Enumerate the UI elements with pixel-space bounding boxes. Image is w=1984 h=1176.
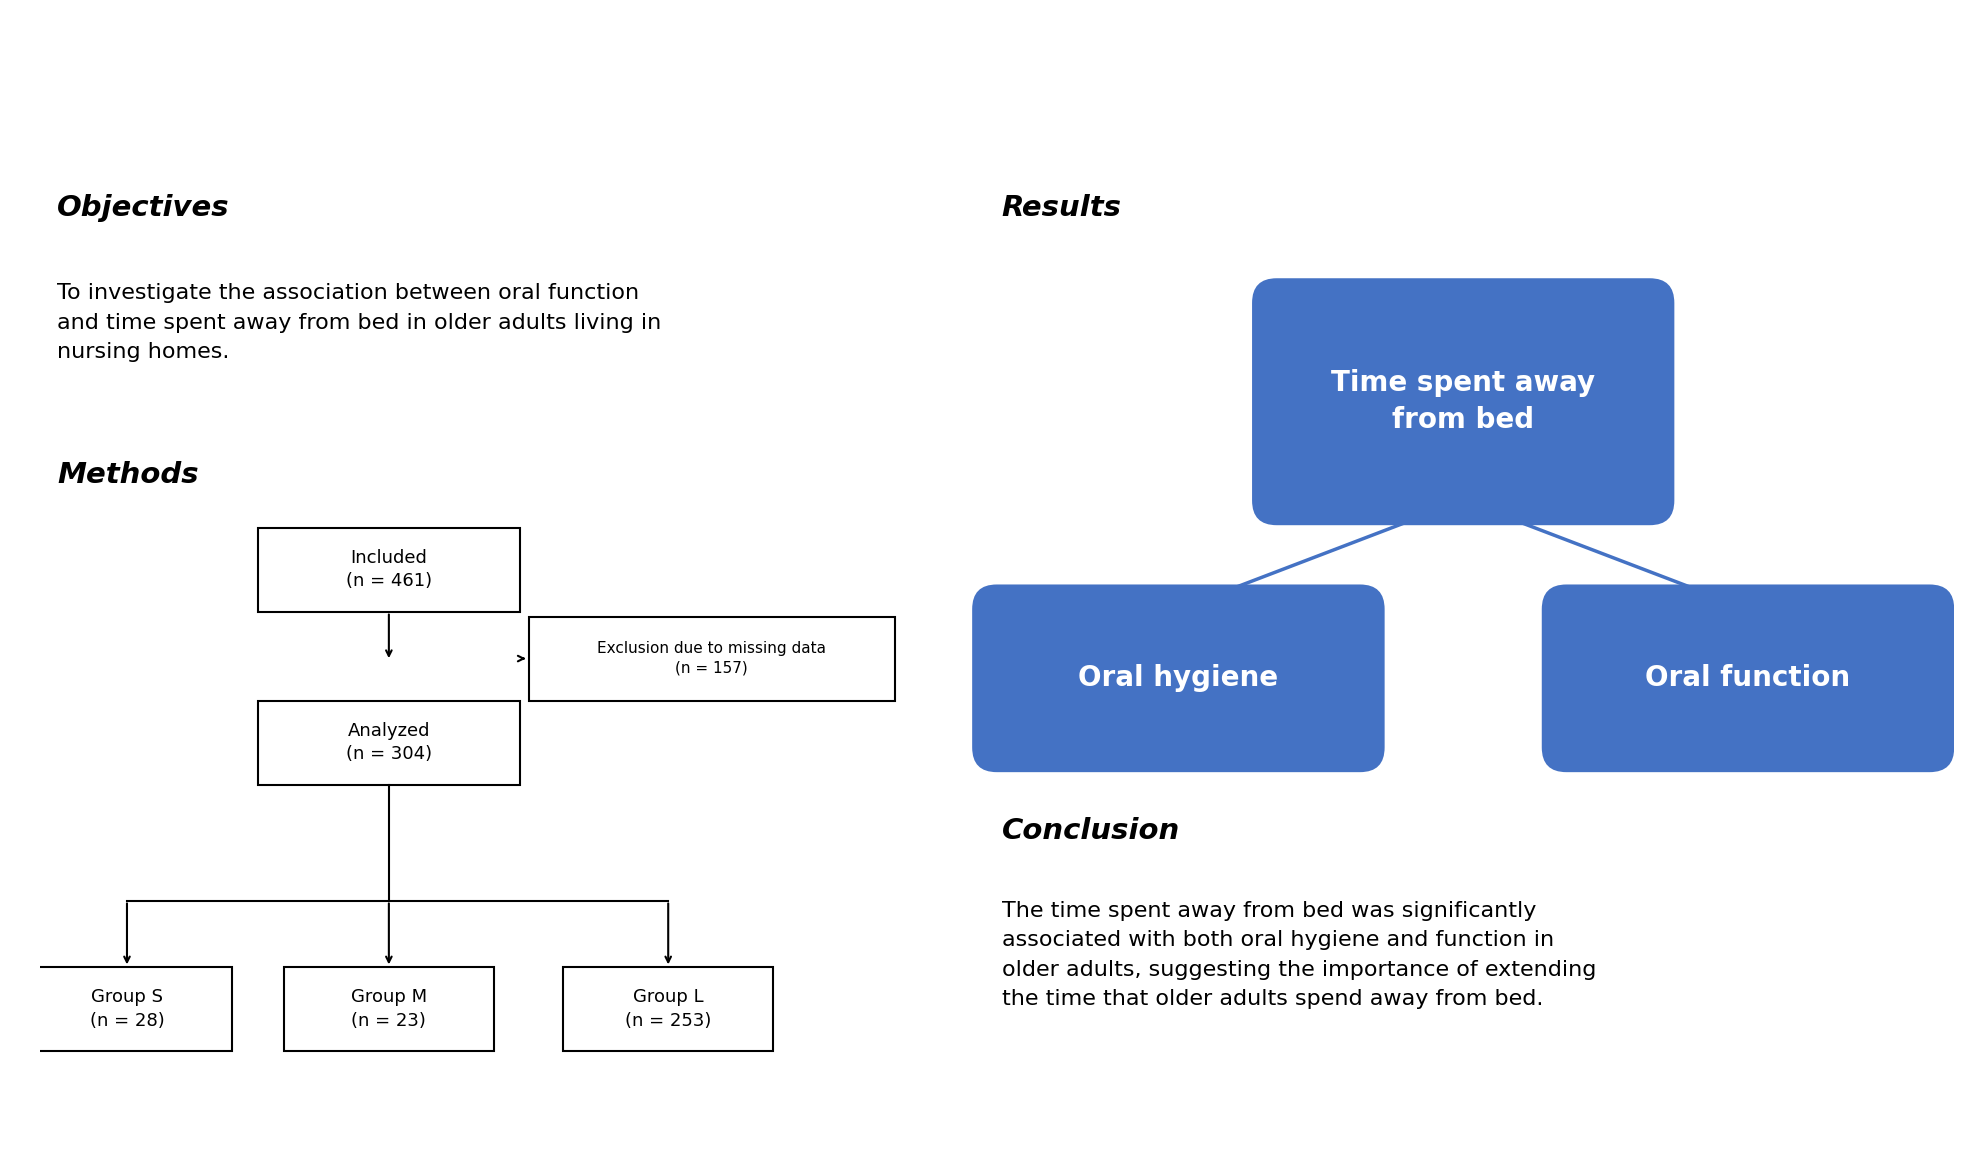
Text: Group L
(n = 253): Group L (n = 253) [625,989,712,1030]
Text: Group S
(n = 28): Group S (n = 28) [89,989,165,1030]
Text: A cross-sectional and multi-institutional study: A cross-sectional and multi-institutiona… [556,98,1428,132]
Text: Time spent away from bed is associated with oral hygiene and oral function:: Time spent away from bed is associated w… [272,36,1712,71]
FancyBboxPatch shape [258,701,520,784]
Text: The time spent away from bed was significantly
associated with both oral hygiene: The time spent away from bed was signifi… [1002,901,1595,1009]
Text: Exclusion due to missing data
(n = 157): Exclusion due to missing data (n = 157) [597,641,827,676]
FancyBboxPatch shape [1252,279,1674,526]
Text: Oral hygiene: Oral hygiene [1079,664,1278,693]
FancyBboxPatch shape [258,528,520,612]
Text: Analyzed
(n = 304): Analyzed (n = 304) [345,722,433,763]
FancyBboxPatch shape [22,967,232,1051]
Text: Methods: Methods [58,461,198,489]
Text: Included
(n = 461): Included (n = 461) [345,549,433,590]
FancyBboxPatch shape [1542,584,1954,773]
Text: Oral function: Oral function [1645,664,1851,693]
Text: Objectives: Objectives [58,194,230,222]
Text: Conclusion: Conclusion [1002,816,1180,844]
FancyBboxPatch shape [972,584,1385,773]
Text: Group M
(n = 23): Group M (n = 23) [351,989,427,1030]
Text: Results: Results [1002,194,1121,222]
Text: To investigate the association between oral function
and time spent away from be: To investigate the association between o… [58,283,661,362]
FancyBboxPatch shape [284,967,494,1051]
Text: Time spent away
from bed: Time spent away from bed [1331,369,1595,434]
FancyBboxPatch shape [563,967,774,1051]
FancyBboxPatch shape [528,616,895,701]
